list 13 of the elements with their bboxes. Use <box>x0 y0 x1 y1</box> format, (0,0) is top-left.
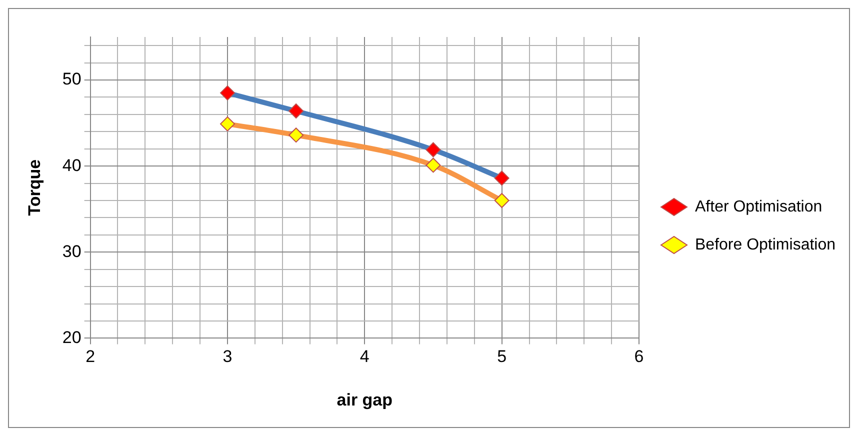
y-tick-label: 30 <box>62 242 82 261</box>
x-tick-label: 4 <box>360 347 370 366</box>
legend-label: After Optimisation <box>695 198 822 216</box>
y-tick-label: 50 <box>62 70 82 89</box>
x-tick-label: 2 <box>86 347 96 366</box>
y-tick-label: 40 <box>62 156 82 175</box>
legend-label: Before Optimisation <box>695 236 836 254</box>
y-tick-label: 20 <box>62 328 82 347</box>
y-axis-title: Torque <box>24 159 44 216</box>
x-tick-label: 5 <box>497 347 507 366</box>
x-tick-label: 3 <box>222 347 232 366</box>
x-tick-label: 6 <box>634 347 644 366</box>
x-axis-title: air gap <box>336 390 393 410</box>
